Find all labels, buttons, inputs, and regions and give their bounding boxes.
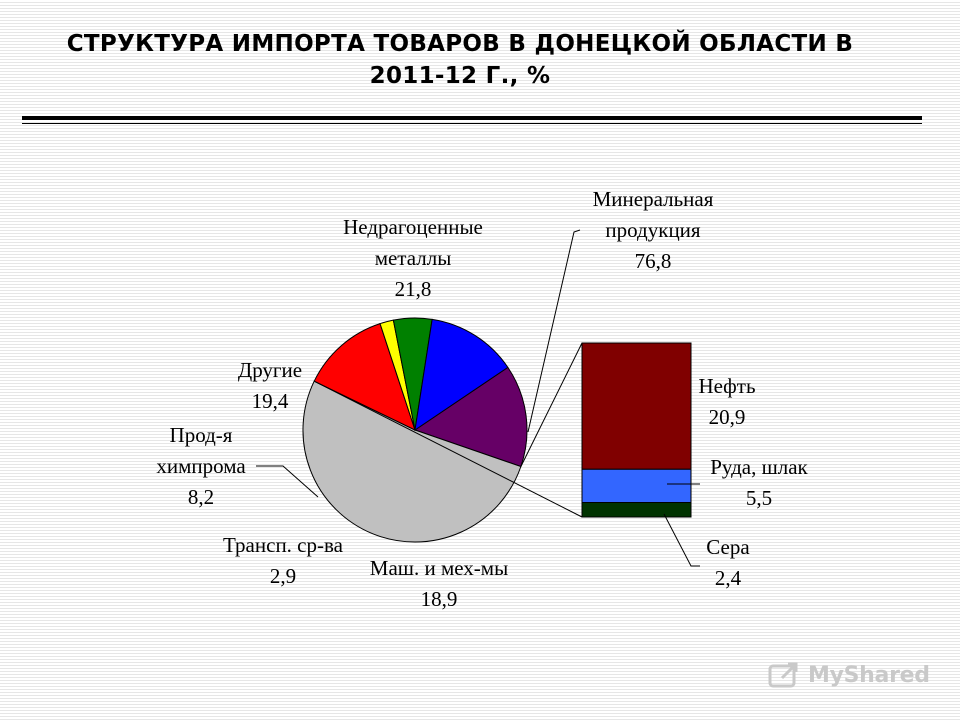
watermark: MyShared: [768, 658, 930, 692]
pie-label-3: Трансп. ср-ва 2,9: [223, 533, 344, 588]
pie-chart: [302, 317, 528, 543]
pie-slice-0: [413, 366, 528, 468]
connector-bottom: [313, 380, 583, 518]
bar-label-2: Сера 2,4: [706, 535, 750, 590]
pie-label-2: Маш. и мех-мы 18,9: [370, 556, 508, 611]
slide-title: СТРУКТУРА ИМПОРТА ТОВАРОВ В ДОНЕЦКОЙ ОБЛ…: [66, 31, 854, 89]
stacked-bar-chart: [581, 342, 692, 518]
watermark-text: MyShared: [808, 662, 930, 688]
leader-chem: [256, 465, 319, 498]
bar-label-1: Руда, шлак 5,5: [710, 455, 808, 510]
pie-slice-2: [313, 322, 416, 431]
bar-segment-2: [581, 502, 692, 518]
title-rule: [22, 116, 922, 120]
chart-labels: Недрагоценные металлы 21,8 Минеральная проду…: [156, 187, 808, 611]
bar-label-0: Нефть 20,9: [698, 374, 755, 429]
pie-label-4: Прод-я химпрома 8,2: [156, 423, 246, 509]
share-logo-icon: [768, 662, 798, 688]
leader-mineral: [527, 229, 581, 433]
leader-sulfur: [663, 513, 700, 567]
bar-segment-1: [581, 468, 692, 503]
pie-label-1: Минеральная продукция 76,8: [593, 187, 714, 273]
pie-slice-1: [302, 380, 522, 543]
connector-top: [520, 342, 583, 467]
pie-label-0: Недрагоценные металлы 21,8: [343, 215, 483, 301]
bar-segment-0: [581, 342, 692, 470]
pie-to-bar-connectors: [313, 342, 583, 518]
pie-label-5: Другие 19,4: [238, 358, 302, 413]
pie-slice-5: [414, 318, 509, 432]
title-rule-thin: [22, 123, 922, 124]
